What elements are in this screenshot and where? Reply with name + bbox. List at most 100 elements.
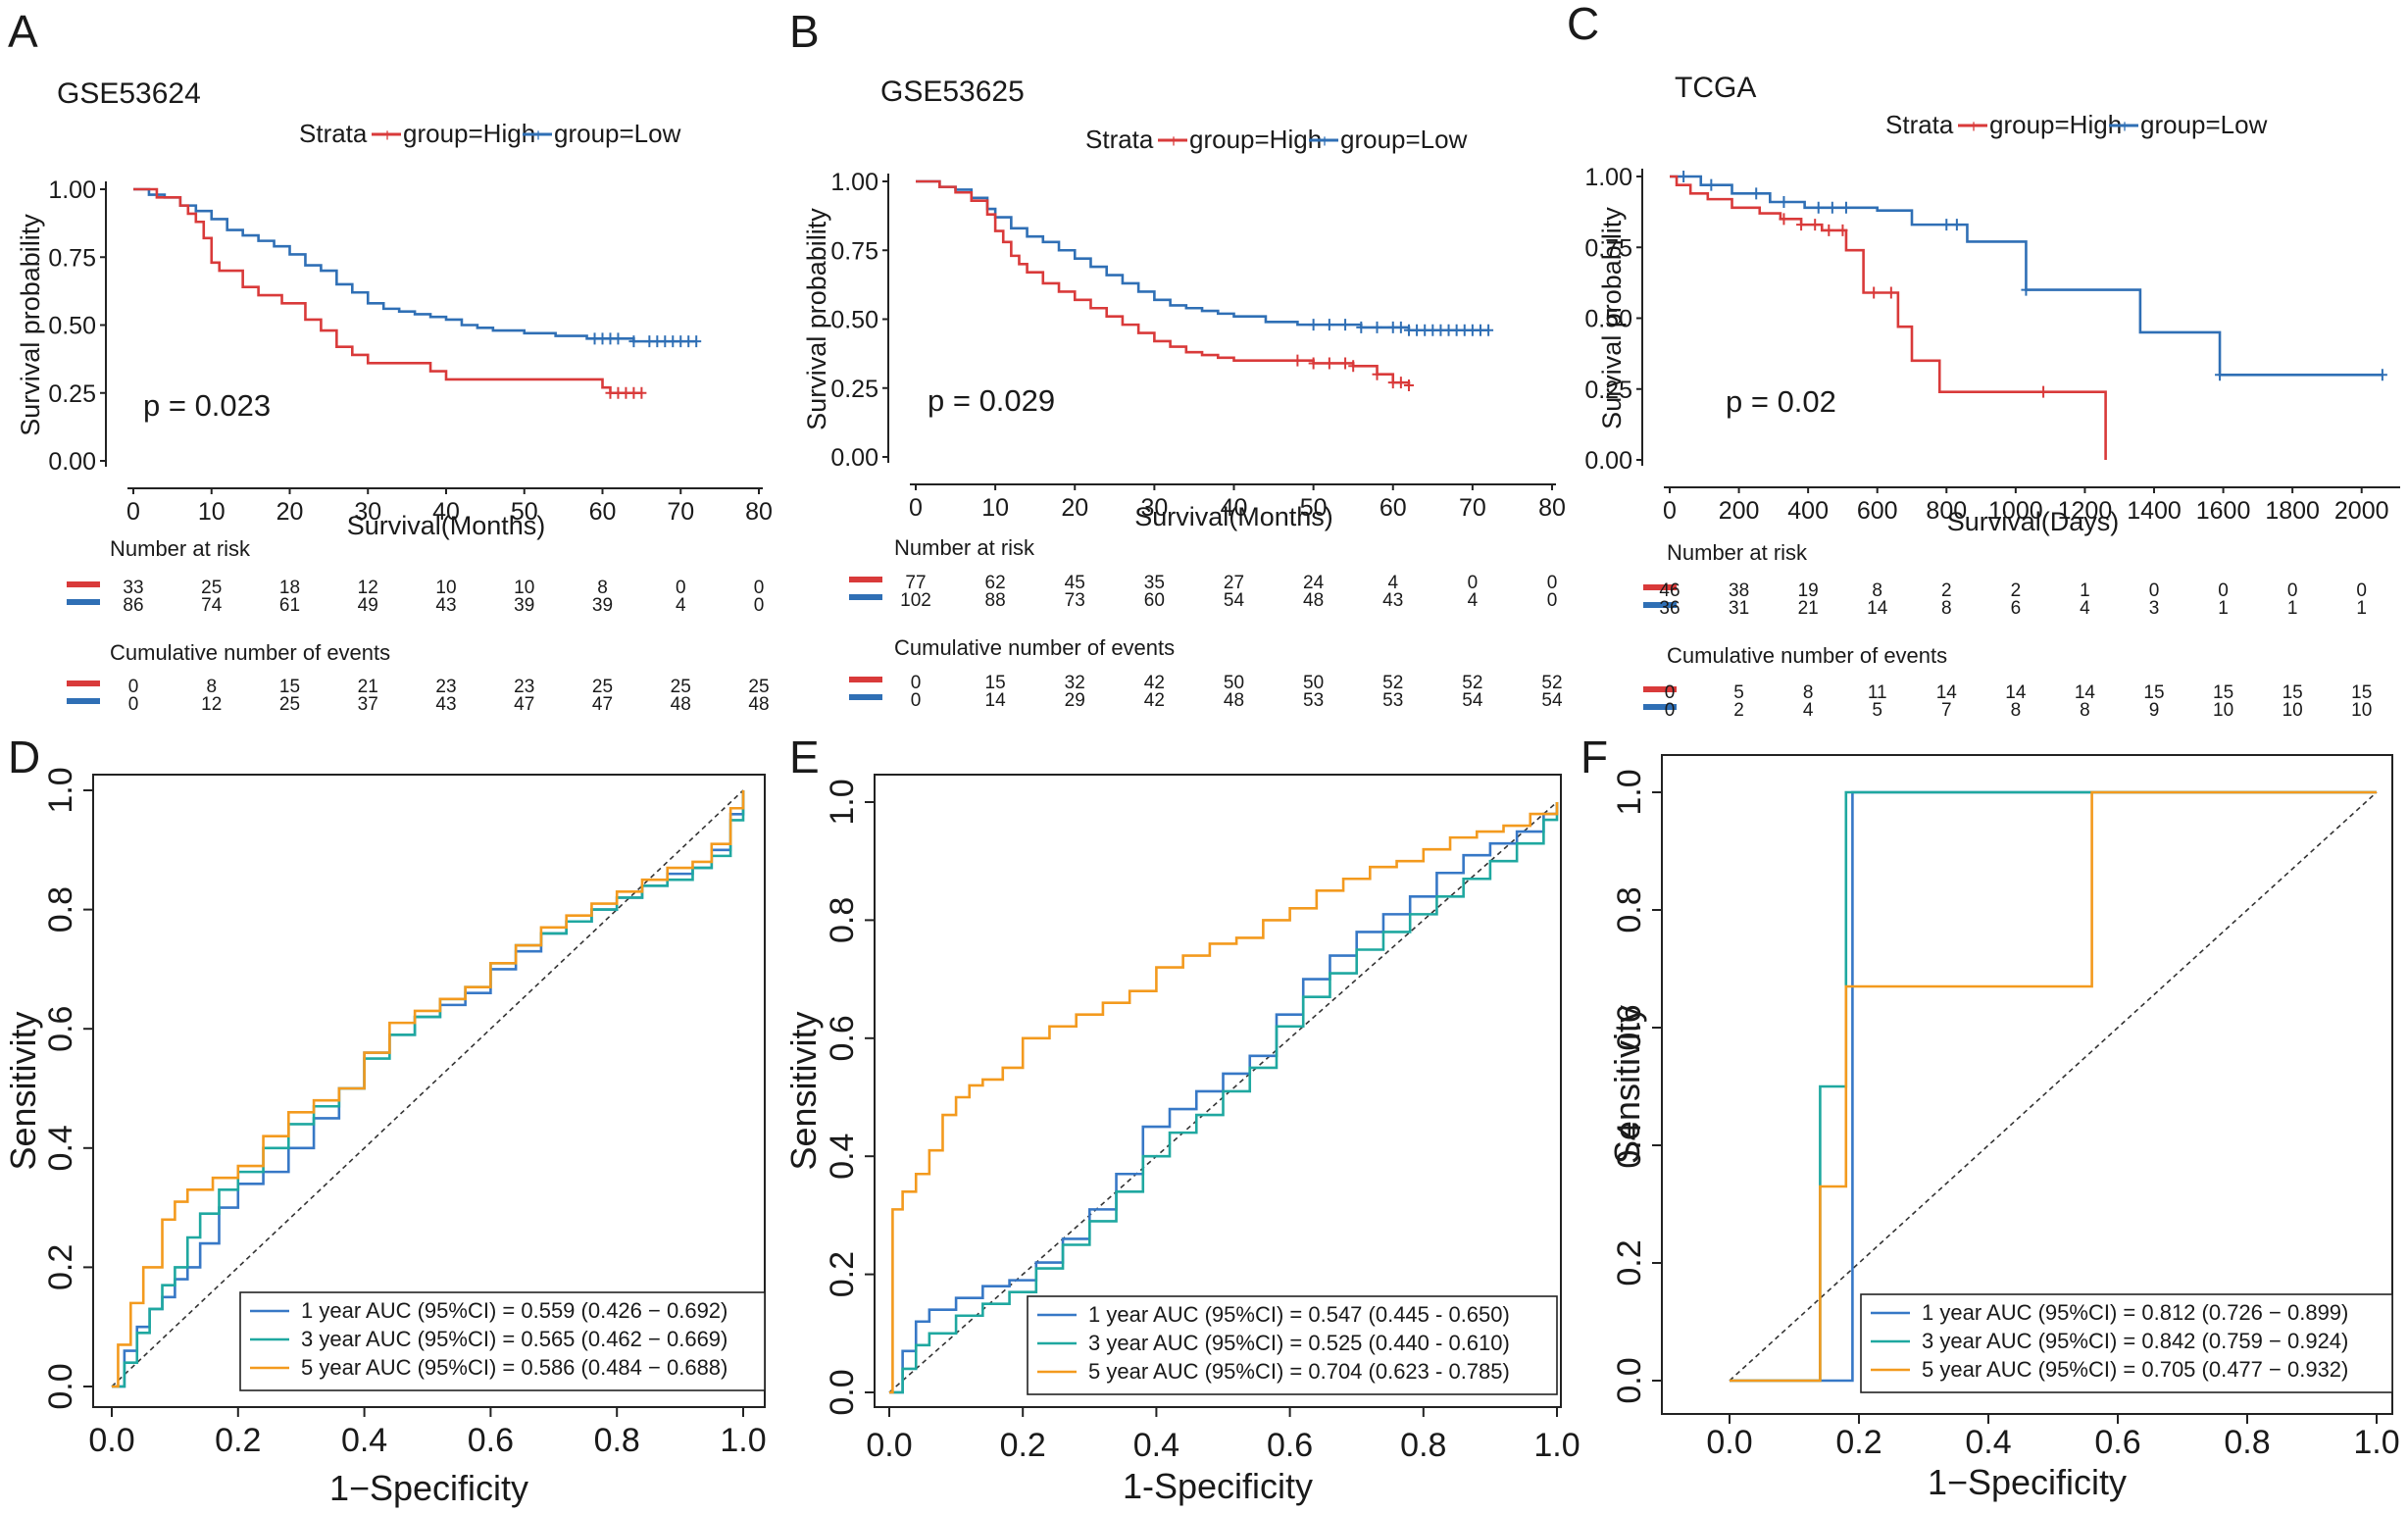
x-tick-label: 80 [745, 498, 773, 526]
cumulative-events-low-cell: 10 [2283, 700, 2303, 721]
number-at-risk-low-cell: 8 [1941, 598, 1952, 619]
censor-mark-low [1679, 171, 1689, 182]
legend-low-label: group=Low [2140, 110, 2268, 139]
panel-letter-c: C [1567, 0, 1599, 49]
y-tick-label: 0.6 [824, 1015, 861, 1061]
x-tick-label: 0.8 [594, 1422, 640, 1459]
p-value-label: p = 0.023 [143, 388, 271, 423]
cumulative-events-high-cell: 0 [1665, 682, 1676, 703]
number-at-risk-high-cell: 8 [1872, 580, 1882, 601]
cumulative-events-high-cell: 0 [911, 673, 922, 693]
x-tick-label: 50 [1300, 494, 1328, 522]
y-tick-label: 0.00 [1584, 447, 1632, 475]
x-tick-label: 30 [354, 498, 381, 526]
cumulative-events-low-cell: 42 [1144, 690, 1165, 711]
x-tick-label: 80 [1538, 494, 1566, 522]
cumulative-events-low-cell: 53 [1382, 690, 1403, 711]
x-tick-label: 0.0 [1706, 1424, 1752, 1461]
cumulative-events-high-cell: 14 [2075, 682, 2096, 703]
p-value-label: p = 0.029 [928, 383, 1055, 418]
number-at-risk-high-cell: 33 [123, 578, 143, 598]
legend-box [1860, 1293, 2393, 1393]
cumulative-events-high-cell: 15 [279, 677, 300, 697]
censor-mark-low [2377, 369, 2387, 381]
y-tick-label: 0.25 [1584, 377, 1632, 404]
cumulative-events-high-cell: 15 [2351, 682, 2372, 703]
y-axis-title: Survival probability [802, 208, 831, 430]
number-at-risk-low-cell: 43 [1382, 590, 1403, 611]
cumulative-events-high-cell: 0 [128, 677, 139, 697]
x-tick-label: 40 [1221, 494, 1248, 522]
x-tick-label: 0.2 [1835, 1424, 1881, 1461]
x-tick-label: 40 [432, 498, 460, 526]
reference-diagonal [111, 789, 744, 1387]
y-tick-label: 1.00 [830, 169, 878, 196]
x-tick-label: 1400 [2127, 497, 2182, 525]
y-tick-label: 0.6 [1611, 1004, 1648, 1050]
y-tick-label: 1.0 [42, 767, 79, 813]
cumulative-events-high-marker [67, 681, 100, 686]
cumulative-events-title: Cumulative number of events [110, 640, 390, 665]
number-at-risk-title: Number at risk [110, 536, 251, 561]
roc-panel-d: 0.0 0.2 0.4 0.6 0.8 1.0 0.0 0.2 0.4 0.6 0.8 1.0 1−Sp… [3, 767, 767, 1508]
cumulative-events-high-cell: 23 [435, 677, 456, 697]
cumulative-events-low-cell: 29 [1065, 690, 1085, 711]
x-tick-label: 1.0 [1533, 1427, 1580, 1464]
number-at-risk-low-marker [1643, 602, 1677, 608]
cumulative-events-high-cell: 25 [748, 677, 769, 697]
y-tick-label: 0.75 [830, 237, 878, 265]
legend-label-5-year: 5 year AUC (95%CI) = 0.705 (0.477 − 0.93… [1922, 1357, 2348, 1382]
censor-mark-high [1348, 360, 1359, 373]
cumulative-events-high-cell: 32 [1065, 673, 1085, 693]
y-axis-title: Survival probability [16, 214, 45, 436]
cumulative-events-low-cell: 7 [1941, 700, 1952, 721]
censor-mark-low [1951, 219, 1962, 231]
legend-high-label: group=High [1189, 125, 1322, 154]
number-at-risk-high-cell: 8 [597, 578, 608, 598]
cumulative-events-low-cell: 47 [592, 694, 613, 715]
legend-label-5-year: 5 year AUC (95%CI) = 0.586 (0.484 − 0.68… [301, 1355, 727, 1380]
number-at-risk-low-cell: 54 [1224, 590, 1245, 611]
censor-mark-low [691, 335, 702, 348]
number-at-risk-high-cell: 45 [1065, 573, 1085, 593]
cumulative-events-low-cell: 9 [2149, 700, 2160, 721]
cumulative-events-low-cell: 5 [1872, 700, 1882, 721]
censor-mark-low [1779, 196, 1789, 209]
x-tick-label: 20 [1061, 494, 1088, 522]
y-tick-label: 0.00 [830, 444, 878, 472]
x-tick-label: 60 [1380, 494, 1407, 522]
number-at-risk-high-cell: 0 [2287, 580, 2298, 601]
censor-mark-low [1372, 321, 1382, 333]
y-tick-label: 0.4 [1611, 1122, 1648, 1168]
censor-mark-high [1779, 213, 1789, 226]
x-tick-label: 0.6 [468, 1422, 514, 1459]
x-tick-label: 0 [909, 494, 923, 522]
number-at-risk-high-cell: 24 [1303, 573, 1325, 593]
x-tick-label: 200 [1719, 497, 1760, 525]
y-tick-label: 0.25 [830, 376, 878, 403]
y-tick-label: 0.2 [824, 1251, 861, 1297]
censor-mark-low [1941, 219, 1952, 231]
cumulative-events-high-cell: 15 [2283, 682, 2303, 703]
legend-label-1-year: 1 year AUC (95%CI) = 0.547 (0.445 - 0.65… [1088, 1302, 1510, 1327]
x-tick-label: 0.2 [215, 1422, 261, 1459]
x-tick-label: 10 [198, 498, 226, 526]
censor-mark-high [1292, 354, 1303, 367]
x-tick-label: 0.6 [2094, 1424, 2140, 1461]
cumulative-events-high-cell: 5 [1733, 682, 1744, 703]
panel-letter-d: D [8, 731, 40, 782]
x-tick-label: 1.0 [720, 1422, 766, 1459]
cumulative-events-low-marker [1643, 704, 1677, 710]
cumulative-events-high-cell: 15 [985, 673, 1006, 693]
cumulative-events-high-cell: 11 [1868, 682, 1887, 703]
cumulative-events-low-cell: 12 [201, 694, 222, 715]
cumulative-events-high-marker [1643, 686, 1677, 692]
x-tick-label: 60 [589, 498, 617, 526]
x-tick-label: 0.6 [1267, 1427, 1313, 1464]
panel-letter-e: E [789, 731, 820, 782]
cumulative-events-low-cell: 53 [1303, 690, 1324, 711]
y-tick-label: 0.50 [830, 307, 878, 334]
censor-mark-low [1840, 201, 1851, 214]
